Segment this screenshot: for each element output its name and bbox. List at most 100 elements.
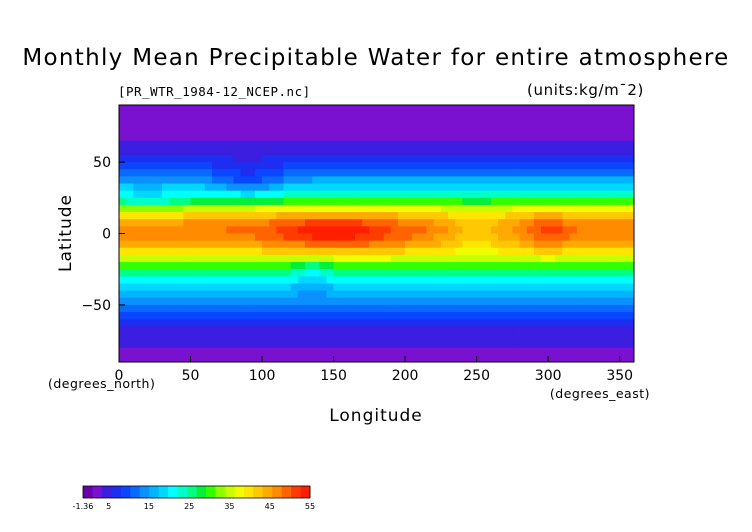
field-cell	[541, 105, 549, 113]
field-cell	[226, 226, 234, 234]
field-cell	[233, 147, 241, 156]
field-cell	[140, 254, 149, 263]
field-cell	[140, 219, 149, 227]
field-cell	[276, 276, 284, 284]
field-cell	[340, 326, 349, 334]
field-cell	[533, 226, 542, 234]
field-cell	[304, 247, 313, 256]
field-cell	[233, 304, 241, 313]
field-cell	[533, 204, 542, 213]
field-cell	[612, 183, 621, 192]
field-cell	[326, 105, 334, 113]
field-cell	[219, 126, 227, 134]
field-cell	[476, 233, 485, 242]
field-cell	[240, 176, 249, 184]
field-cell	[133, 333, 141, 341]
field-cell	[383, 105, 392, 113]
field-cell	[533, 190, 542, 199]
field-cell	[283, 119, 292, 127]
field-cell	[390, 197, 399, 206]
field-cell	[412, 340, 420, 349]
field-cell	[498, 340, 506, 349]
field-cell	[169, 119, 177, 127]
field-cell	[598, 176, 606, 184]
field-cell	[505, 133, 513, 142]
field-cell	[519, 297, 528, 306]
field-cell	[469, 240, 478, 249]
field-cell	[290, 247, 299, 256]
field-cell	[562, 290, 571, 299]
field-cell	[519, 333, 528, 341]
field-cell	[226, 176, 234, 184]
field-cell	[262, 197, 270, 206]
field-cell	[269, 347, 277, 356]
field-cell	[376, 212, 385, 220]
field-cell	[262, 126, 270, 134]
field-cell	[455, 133, 463, 142]
field-cell	[269, 247, 277, 256]
field-cell	[254, 219, 263, 227]
field-cell	[591, 219, 599, 227]
field-cell	[133, 133, 141, 142]
field-cell	[555, 262, 563, 270]
field-cell	[569, 326, 578, 334]
field-cell	[383, 240, 392, 249]
field-cell	[405, 269, 413, 277]
field-cell	[626, 347, 635, 356]
field-cell	[197, 133, 206, 142]
field-cell	[419, 319, 427, 327]
field-cell	[312, 197, 320, 206]
field-cell	[340, 162, 349, 170]
field-cell	[319, 197, 327, 206]
field-cell	[126, 105, 134, 113]
field-cell	[490, 240, 499, 249]
field-cell	[433, 297, 442, 306]
field-cell	[161, 262, 170, 270]
field-cell	[276, 319, 284, 327]
field-cell	[498, 176, 506, 184]
field-cell	[541, 333, 549, 341]
field-cell	[369, 319, 377, 327]
field-cell	[569, 105, 578, 113]
field-cell	[211, 247, 220, 256]
field-cell	[190, 126, 199, 134]
field-cell	[147, 290, 156, 299]
field-cell	[276, 112, 284, 120]
field-cell	[576, 133, 585, 142]
field-cell	[462, 290, 470, 299]
field-cell	[226, 326, 234, 334]
field-cell	[397, 283, 406, 292]
field-cell	[598, 262, 606, 270]
field-cell	[490, 247, 499, 256]
field-cell	[133, 154, 141, 163]
x-tick-label: 0	[115, 368, 124, 384]
colorbar-swatch	[177, 486, 188, 498]
field-cell	[169, 326, 177, 334]
field-cell	[390, 340, 399, 349]
field-cell	[376, 204, 385, 213]
field-cell	[183, 247, 191, 256]
field-cell	[176, 233, 184, 242]
field-cell	[362, 326, 370, 334]
field-cell	[419, 204, 427, 213]
field-cell	[541, 147, 549, 156]
field-cell	[319, 190, 327, 199]
field-cell	[304, 297, 313, 306]
field-cell	[512, 140, 520, 149]
field-cell	[405, 105, 413, 113]
field-cell	[526, 276, 535, 284]
field-cell	[197, 126, 206, 134]
colorbar-swatch	[158, 486, 169, 498]
field-cell	[598, 133, 606, 142]
field-cell	[598, 119, 606, 127]
field-cell	[626, 140, 635, 149]
field-cell	[397, 140, 406, 149]
field-cell	[211, 219, 220, 227]
field-cell	[297, 276, 306, 284]
field-cell	[333, 247, 342, 256]
field-cell	[541, 312, 549, 320]
field-cell	[376, 312, 385, 320]
field-cell	[626, 154, 635, 163]
field-cell	[204, 333, 213, 341]
field-cell	[576, 354, 585, 363]
